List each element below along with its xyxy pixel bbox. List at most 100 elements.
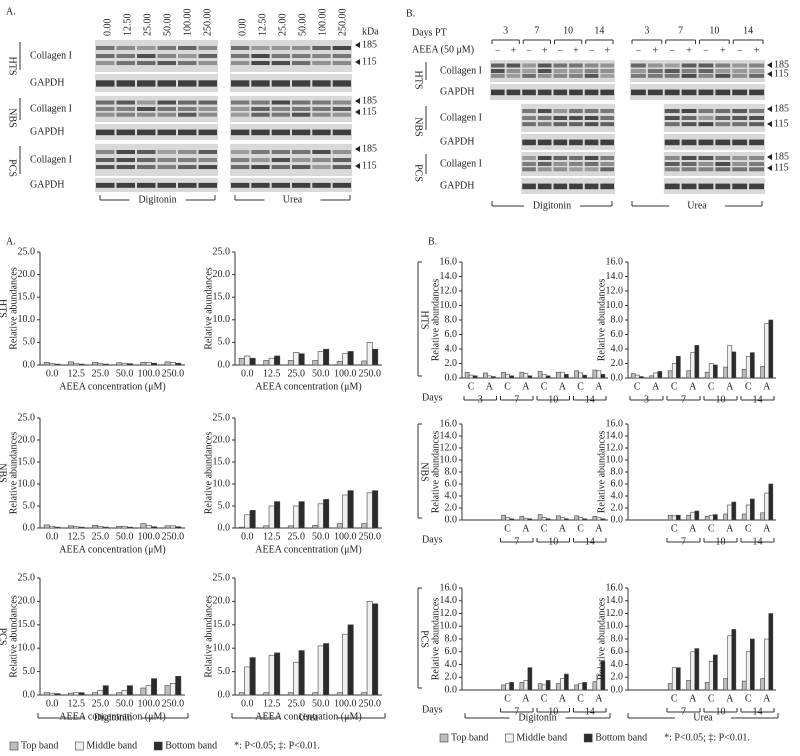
x-tick-label: C [504,381,511,392]
bar [675,514,681,521]
protein-label: GAPDH [30,179,64,190]
blot-band [251,129,270,136]
blot-band [749,183,764,190]
blot-band [251,61,270,66]
bar [745,651,751,691]
bar [760,512,766,521]
blot-band [664,122,680,127]
blot-band [96,46,115,50]
blot-band [178,61,197,66]
blot-band [647,73,663,78]
x-tick-label: C [577,693,584,704]
blot-band [569,89,583,96]
y-tick-label: 6.0 [611,329,624,340]
blot-band [664,183,680,190]
bar [741,680,747,691]
y-tick-label: 0.0 [611,372,624,383]
bar [582,518,587,521]
blot-band [251,182,270,188]
blot-band [312,80,331,87]
blot-band [647,63,663,68]
y-tick-label: 15.0 [18,456,36,467]
blot-band [732,89,748,96]
bar [741,513,747,521]
x-tick-label: A [763,523,771,534]
blot-band [491,63,505,68]
y-tick-label: 10.0 [18,478,36,489]
legend-note: *: P<0.05; ‡: P<0.01. [664,732,750,743]
x-tick-label: 250.0 [162,531,185,542]
blot-band [292,112,311,117]
blot-band [271,158,290,162]
bar [54,526,61,529]
bar [560,371,565,379]
y-tick-label: 20.0 [18,434,36,445]
blot-band [506,63,521,68]
bar [600,374,606,379]
bar [704,371,710,379]
blot-band [198,112,217,117]
group-label: 10 [716,394,726,405]
blot-band [292,107,311,111]
blot [95,40,218,72]
blot-band [116,61,135,66]
blot-band [292,165,311,170]
bar [78,526,85,529]
x-tick-label: 50.0 [312,698,330,709]
aeea-label: AEEA (50 μM) [412,44,474,55]
y-tick-label: 15.0 [213,619,231,630]
y-tick-label: 14.0 [606,271,624,282]
bar [67,361,74,366]
blot-band [292,100,311,105]
protein-label: Collagen I [30,50,72,61]
blot [663,178,765,194]
bar [727,345,733,379]
bar [556,515,561,521]
kda-marker: 115 [362,106,377,117]
bar [336,523,343,529]
concentration: 25.00 [277,14,288,37]
blot-band [231,165,250,170]
bar [263,525,270,529]
bar [293,505,300,529]
x-tick-label: 12.5 [68,368,86,379]
row-label: PCS [419,630,430,648]
bar [541,517,547,521]
bar [545,680,551,691]
row-label: HTS [413,71,424,90]
bar [690,352,696,379]
y-tick-label: 5.0 [23,500,36,511]
x-tick-label: 12.5 [68,531,86,542]
blot-band [732,109,748,113]
x-tick-label: A [559,693,567,704]
bar [712,514,718,521]
bar [745,355,751,379]
y-tick-label: 4.0 [611,343,624,354]
blot-band [584,73,599,78]
blot-band [698,109,714,113]
bar [323,348,330,366]
group-label: 3 [644,394,649,405]
blot-band [332,182,351,188]
blot-band [553,156,568,160]
x-tick-label: 50.0 [116,368,134,379]
blot-band [116,46,135,50]
blot-band [271,61,290,66]
blot-band [664,69,680,73]
blot-band [584,116,599,120]
bar [249,357,256,366]
blot-band [715,69,731,73]
protein-label: Collagen I [30,154,72,165]
blot-band [292,61,311,66]
blot-band [312,150,331,154]
x-tick-label: C [745,693,752,704]
blot-band [271,112,290,117]
kda-marker: 115 [774,68,789,79]
bar [768,613,774,691]
y-tick-label: 2.0 [445,672,458,683]
bar [509,518,514,521]
x-tick-label: 25.0 [288,698,306,709]
blot-band [137,54,156,58]
blot-band [231,150,250,154]
x-tick-label: C [745,523,752,534]
